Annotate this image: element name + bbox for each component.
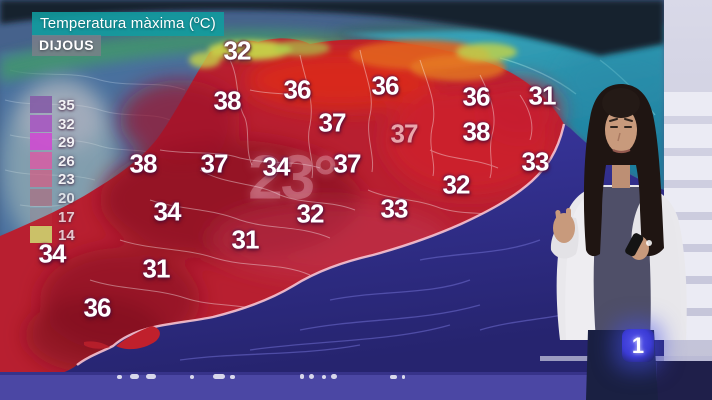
legend-swatch — [30, 170, 52, 188]
legend-value: 14 — [58, 227, 75, 245]
temp-label: 31 — [142, 253, 171, 284]
temp-label: 33 — [521, 146, 550, 177]
sea-south — [48, 123, 664, 375]
studio-floor — [652, 361, 712, 400]
legend-value: 35 — [58, 97, 75, 114]
temp-label: 34 — [153, 196, 182, 227]
legend-swatch — [30, 189, 52, 206]
temp-label: 38 — [213, 85, 242, 116]
temp-label: 36 — [371, 70, 400, 101]
temp-label: 38 — [462, 116, 491, 147]
legend-value: 23 — [58, 171, 75, 189]
temp-label: 34 — [262, 151, 291, 182]
temp-label: 31 — [528, 80, 557, 111]
caption-bar — [0, 372, 664, 400]
ebro-delta — [116, 326, 160, 350]
legend-value: 26 — [58, 152, 75, 170]
temp-label: 36 — [83, 292, 112, 323]
admin-borders — [89, 49, 533, 316]
presenter-face — [605, 107, 637, 153]
legend-value: 29 — [58, 134, 75, 152]
legend-value: 32 — [58, 115, 75, 133]
presenter-hairline — [602, 88, 640, 118]
legend-swatch — [30, 133, 52, 151]
legend-swatch — [30, 151, 52, 169]
legend-swatch — [30, 226, 52, 244]
temp-label: 37 — [200, 148, 229, 179]
la1-logo: 1 — [622, 329, 654, 362]
temp-label: 37 — [318, 107, 347, 138]
title-chip: Temperatura màxima (ºC) — [32, 12, 224, 36]
panel-slats — [664, 92, 712, 340]
presenter-eyes — [609, 118, 633, 128]
temperature-legend: 35 32 29 26 23 20 17 14 — [30, 96, 100, 246]
temperature-watermark: 23° — [248, 143, 338, 213]
day-chip: DIJOUS — [32, 35, 102, 56]
legend-value: 17 — [58, 208, 75, 226]
horizon-band — [0, 0, 664, 56]
temp-label: 38 — [129, 148, 158, 179]
temp-label: 37 — [390, 118, 419, 149]
temp-label: 32 — [296, 198, 325, 229]
presenter-mouth — [612, 148, 631, 154]
temp-label: 33 — [380, 193, 409, 224]
temp-label: 37 — [333, 148, 362, 179]
legend-value: 20 — [58, 190, 75, 207]
temp-label: 31 — [231, 224, 260, 255]
temp-label: 36 — [462, 81, 491, 112]
legend-swatch — [30, 114, 52, 132]
remote-clicker — [625, 233, 644, 257]
temp-label: 32 — [223, 35, 252, 66]
temp-label: 34 — [38, 238, 67, 269]
coastline — [76, 123, 566, 366]
caption-fragments — [117, 374, 405, 379]
legend-swatch — [30, 96, 52, 113]
temp-label: 32 — [442, 169, 471, 200]
legend-swatch — [30, 207, 52, 225]
presenter-hair — [583, 84, 664, 257]
temp-label: 36 — [283, 74, 312, 105]
